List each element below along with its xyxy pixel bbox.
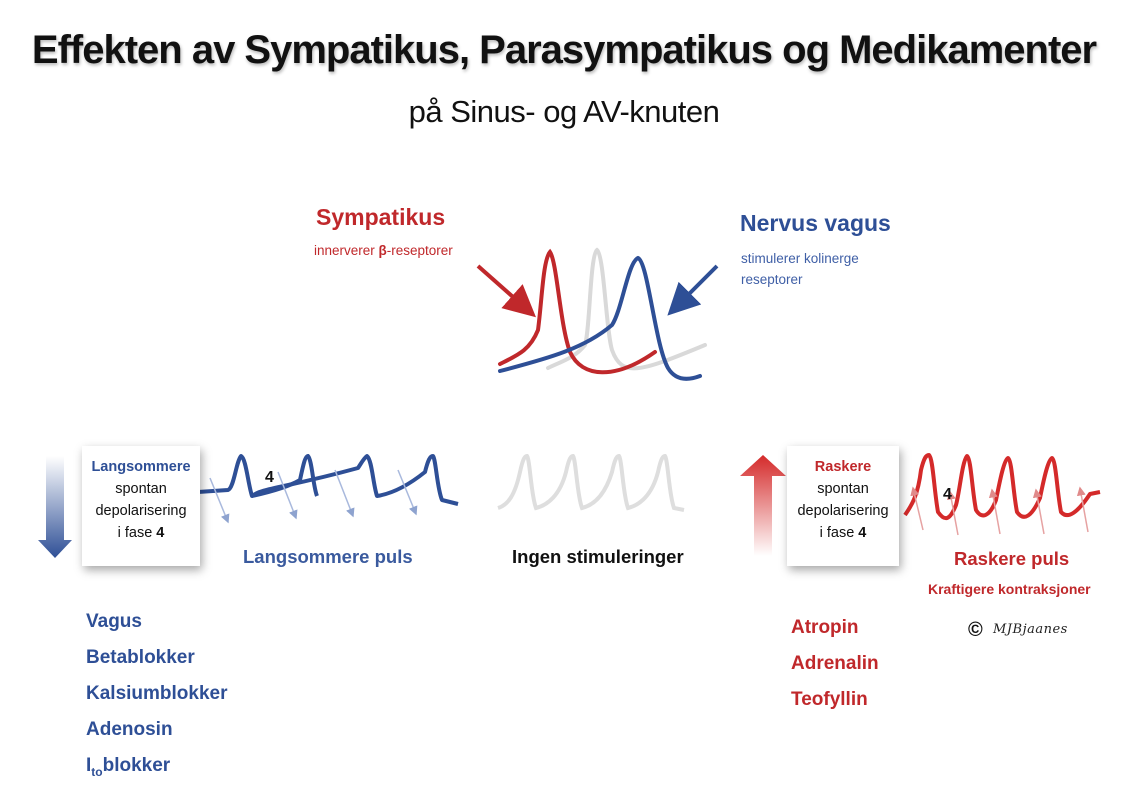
list-item: Teofyllin	[791, 689, 868, 710]
vagus-blue-curve	[498, 255, 702, 381]
slower-down-arrow	[38, 456, 72, 558]
slowing-drug-list: Vagus Betablokker Kalsiumblokker Adenosi…	[86, 604, 228, 790]
slow-waveform	[197, 453, 459, 524]
list-item: Atropin	[791, 617, 859, 638]
page-title: Effekten av Sympatikus, Parasympatikus o…	[31, 28, 1097, 72]
list-item: Adenosin	[86, 719, 173, 740]
sympatikus-red-curve	[498, 248, 657, 375]
author-signature: MJBjaanes	[993, 622, 1068, 637]
slow-pulse-label: Langsommere puls	[243, 546, 413, 567]
sympatikus-subtitle: innerverer β-reseptorer	[314, 243, 453, 258]
list-item: Itoblokker	[86, 755, 171, 779]
list-item: Vagus	[86, 611, 142, 632]
fast-pulse-label: Raskere puls	[954, 548, 1070, 569]
slower-depolarization-box: Langsommere spontan depolarisering i fas…	[82, 446, 200, 566]
faster-up-arrow	[740, 455, 786, 556]
sympatikus-arrow	[476, 264, 536, 318]
neutral-waveform	[497, 453, 685, 512]
copyright-icon: ©	[968, 619, 983, 641]
list-item: Betablokker	[86, 647, 195, 668]
list-item: Kalsiumblokker	[86, 683, 228, 704]
list-item: Adrenalin	[791, 653, 879, 674]
sympatikus-title: Sympatikus	[316, 204, 446, 230]
fast-phase-4-label: 4	[943, 486, 952, 503]
slow-phase-4-label: 4	[265, 469, 274, 486]
vagus-arrow	[667, 264, 719, 316]
central-action-potentials	[476, 247, 719, 381]
page-subtitle: på Sinus- og AV-knuten	[408, 94, 720, 129]
vagus-title: Nervus vagus	[740, 210, 891, 236]
no-stimulation-label: Ingen stimuleringer	[512, 546, 684, 567]
fast-waveform	[903, 453, 1101, 536]
accelerating-drug-list: Atropin Adrenalin Teofyllin	[791, 610, 879, 718]
faster-depolarization-box: Raskere spontan depolarisering i fase 4	[787, 446, 899, 566]
vagus-subtitle: stimulerer kolinerge reseptorer	[741, 251, 859, 287]
stronger-contractions-label: Kraftigere kontraksjoner	[928, 581, 1091, 597]
